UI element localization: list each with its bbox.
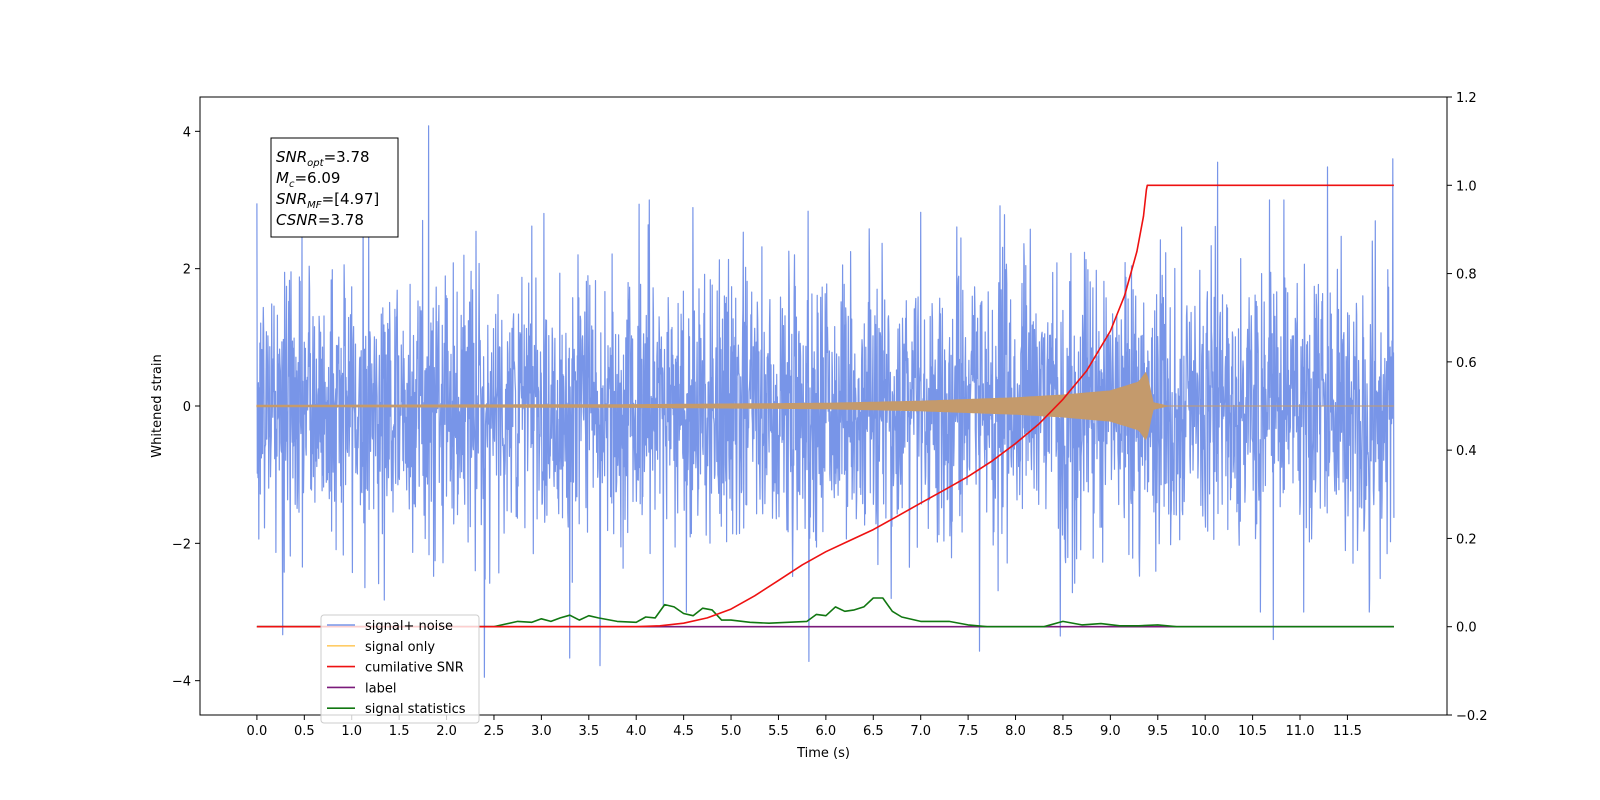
x-tick-label: 5.5 [768,724,789,739]
y2-tick-label: 0.2 [1456,532,1477,547]
x-tick-label: 5.0 [721,724,742,739]
signal-only-envelope [256,371,1394,441]
x-tick-label: 11.5 [1333,724,1362,739]
x-tick-label: 9.0 [1100,724,1121,739]
x-tick-label: 8.5 [1053,724,1074,739]
x-tick-label: 6.0 [816,724,837,739]
x-tick-label: 4.5 [673,724,694,739]
annotation-line: CSNR=3.78 [276,211,364,229]
x-tick-label: 7.0 [910,724,931,739]
x-tick-label: 10.0 [1191,724,1220,739]
y-tick-label: 4 [183,125,191,140]
line-cumilative-snr [256,184,1394,628]
x-tick-label: 4.0 [626,724,647,739]
x-tick-label: 0.5 [294,724,315,739]
annotation-symbol: M [276,169,289,187]
legend-label: signal statistics [365,702,466,717]
x-tick-label: 1.5 [389,724,410,739]
x-tick-label: 6.5 [863,724,884,739]
y-tick-label: −2 [172,537,191,552]
y2-tick-label: 1.0 [1456,179,1477,194]
y-tick-label: 0 [183,400,191,415]
legend-frame [320,614,480,724]
annotation-subscript: c [289,179,295,190]
y-tick-label: 2 [183,263,191,278]
legend: signal+ noise signal only cumilative SNR la… [320,614,480,724]
y2-tick-label: 0.4 [1456,444,1477,459]
legend-label: label [365,681,396,696]
y2-tick-label: 0.8 [1456,268,1477,283]
x-tick-label: 11.0 [1286,724,1315,739]
y-tick-label: −4 [172,675,191,690]
signal-noise-line [256,125,1395,678]
annotation-value: =3.78 [324,148,370,166]
legend-label: signal+ noise [365,619,453,634]
x-tick-label: 2.0 [436,724,457,739]
y2-tick-label: 0.0 [1456,621,1477,636]
x-tick-label: 9.5 [1147,724,1168,739]
annotation-subscript: MF [307,200,322,211]
legend-label: signal only [365,640,435,655]
x-tick-label: 10.5 [1238,724,1267,739]
y2-tick-label: −0.2 [1456,709,1488,724]
x-tick-label: 2.5 [484,724,505,739]
x-axis-label: Time (s) [796,746,850,761]
annotation-value: =[4.97] [322,190,380,208]
annotation-line: Mc=6.09 [276,169,340,190]
x-tick-label: 3.5 [578,724,599,739]
legend-label: cumilative SNR [365,661,464,676]
y2-tick-label: 0.6 [1456,356,1477,371]
annotation-subscript: opt [307,158,324,169]
annotation-line: SNRMF=[4.97] [276,190,379,211]
annotation-value: =6.09 [294,169,340,187]
annotation-symbol: SNR [276,190,307,208]
x-tick-label: 8.0 [1005,724,1026,739]
series-signal-noise [256,125,1395,678]
x-tick-label: 7.5 [958,724,979,739]
line-signal-statistics [256,597,1394,628]
axes: 0.0 0.5 1.0 1.5 2.0 2.5 3.0 3.5 4.0 4.5 5.0 5.5 6.0 6… [150,91,1488,761]
annotation-value: =3.78 [318,211,364,229]
annotation-symbol: CSNR [276,211,318,229]
y-axis-label: Whitened strain [150,354,165,457]
series-signal-only [256,371,1394,441]
annotation-line: SNRopt=3.78 [276,148,370,169]
x-tick-label: 0.0 [247,724,268,739]
annotation-symbol: SNR [276,148,307,166]
x-tick-label: 3.0 [531,724,552,739]
x-tick-label: 1.0 [341,724,362,739]
y2-tick-label: 1.2 [1456,91,1477,106]
annotation-frame [270,137,399,238]
